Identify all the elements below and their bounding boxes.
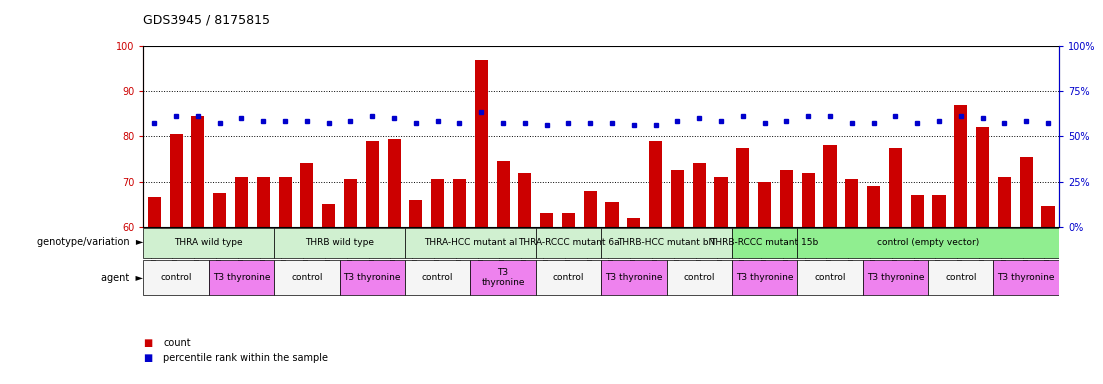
Bar (601, 228, 732, 258)
Bar (405, 228, 536, 258)
Bar (845, 179, 858, 227)
Bar (409, 200, 422, 227)
Bar (928, 260, 994, 295)
Bar (780, 170, 793, 227)
Bar (994, 260, 1059, 295)
Bar (758, 182, 771, 227)
Bar (208, 260, 275, 295)
Bar (275, 260, 340, 295)
Bar (606, 202, 619, 227)
Text: ■: ■ (143, 338, 152, 348)
Bar (732, 260, 797, 295)
Text: THRA wild type: THRA wild type (174, 238, 243, 247)
Bar (628, 218, 641, 227)
Bar (213, 193, 226, 227)
Bar (405, 260, 470, 295)
Bar (737, 148, 749, 227)
Text: control (empty vector): control (empty vector) (877, 238, 979, 247)
Bar (671, 170, 684, 227)
Bar (518, 172, 532, 227)
Bar (235, 177, 248, 227)
Bar (170, 134, 183, 227)
Text: count: count (163, 338, 191, 348)
Bar (366, 141, 378, 227)
Bar (1019, 157, 1032, 227)
Text: GDS3945 / 8175815: GDS3945 / 8175815 (143, 14, 270, 27)
Bar (693, 164, 706, 227)
Bar (257, 177, 270, 227)
Bar (802, 172, 815, 227)
Bar (387, 139, 400, 227)
Bar (340, 260, 405, 295)
Bar (976, 127, 989, 227)
Text: control: control (422, 273, 453, 282)
Text: control: control (684, 273, 715, 282)
Text: THRB-HCC mutant bN: THRB-HCC mutant bN (618, 238, 716, 247)
Text: genotype/variation  ►: genotype/variation ► (38, 237, 143, 247)
Text: control: control (553, 273, 585, 282)
Bar (824, 146, 836, 227)
Bar (536, 260, 601, 295)
Bar (889, 148, 902, 227)
Text: control: control (814, 273, 846, 282)
Text: ■: ■ (143, 353, 152, 363)
Text: T3 thyronine: T3 thyronine (867, 273, 924, 282)
Text: T3 thyronine: T3 thyronine (997, 273, 1054, 282)
Text: THRA-HCC mutant al: THRA-HCC mutant al (424, 238, 517, 247)
Bar (863, 260, 928, 295)
Bar (797, 228, 1059, 258)
Bar (344, 179, 357, 227)
Text: T3 thyronine: T3 thyronine (343, 273, 401, 282)
Text: T3 thyronine: T3 thyronine (213, 273, 270, 282)
Bar (148, 197, 161, 227)
Bar (453, 179, 465, 227)
Text: control: control (945, 273, 976, 282)
Bar (279, 177, 291, 227)
Text: percentile rank within the sample: percentile rank within the sample (163, 353, 329, 363)
Bar (496, 161, 510, 227)
Bar (561, 213, 575, 227)
Text: THRB wild type: THRB wild type (306, 238, 374, 247)
Bar (431, 179, 445, 227)
Text: control: control (160, 273, 192, 282)
Bar (143, 260, 208, 295)
Text: T3
thyronine: T3 thyronine (481, 268, 525, 287)
Bar (536, 228, 601, 258)
Bar (322, 204, 335, 227)
Bar (797, 260, 863, 295)
Bar (911, 195, 923, 227)
Text: THRB-RCCC mutant 15b: THRB-RCCC mutant 15b (710, 238, 818, 247)
Bar (649, 141, 662, 227)
Bar (715, 177, 728, 227)
Bar (191, 116, 204, 227)
Bar (601, 260, 666, 295)
Text: T3 thyronine: T3 thyronine (606, 273, 663, 282)
Bar (932, 195, 945, 227)
Text: T3 thyronine: T3 thyronine (736, 273, 793, 282)
Bar (300, 164, 313, 227)
Text: agent  ►: agent ► (101, 273, 143, 283)
Bar (275, 228, 405, 258)
Bar (732, 228, 797, 258)
Bar (998, 177, 1011, 227)
Bar (540, 213, 554, 227)
Text: control: control (291, 273, 322, 282)
Bar (474, 60, 488, 227)
Bar (954, 105, 967, 227)
Text: THRA-RCCC mutant 6a: THRA-RCCC mutant 6a (517, 238, 619, 247)
Bar (666, 260, 732, 295)
Bar (470, 260, 536, 295)
Bar (1041, 206, 1054, 227)
Bar (143, 228, 275, 258)
Bar (583, 190, 597, 227)
Bar (867, 186, 880, 227)
